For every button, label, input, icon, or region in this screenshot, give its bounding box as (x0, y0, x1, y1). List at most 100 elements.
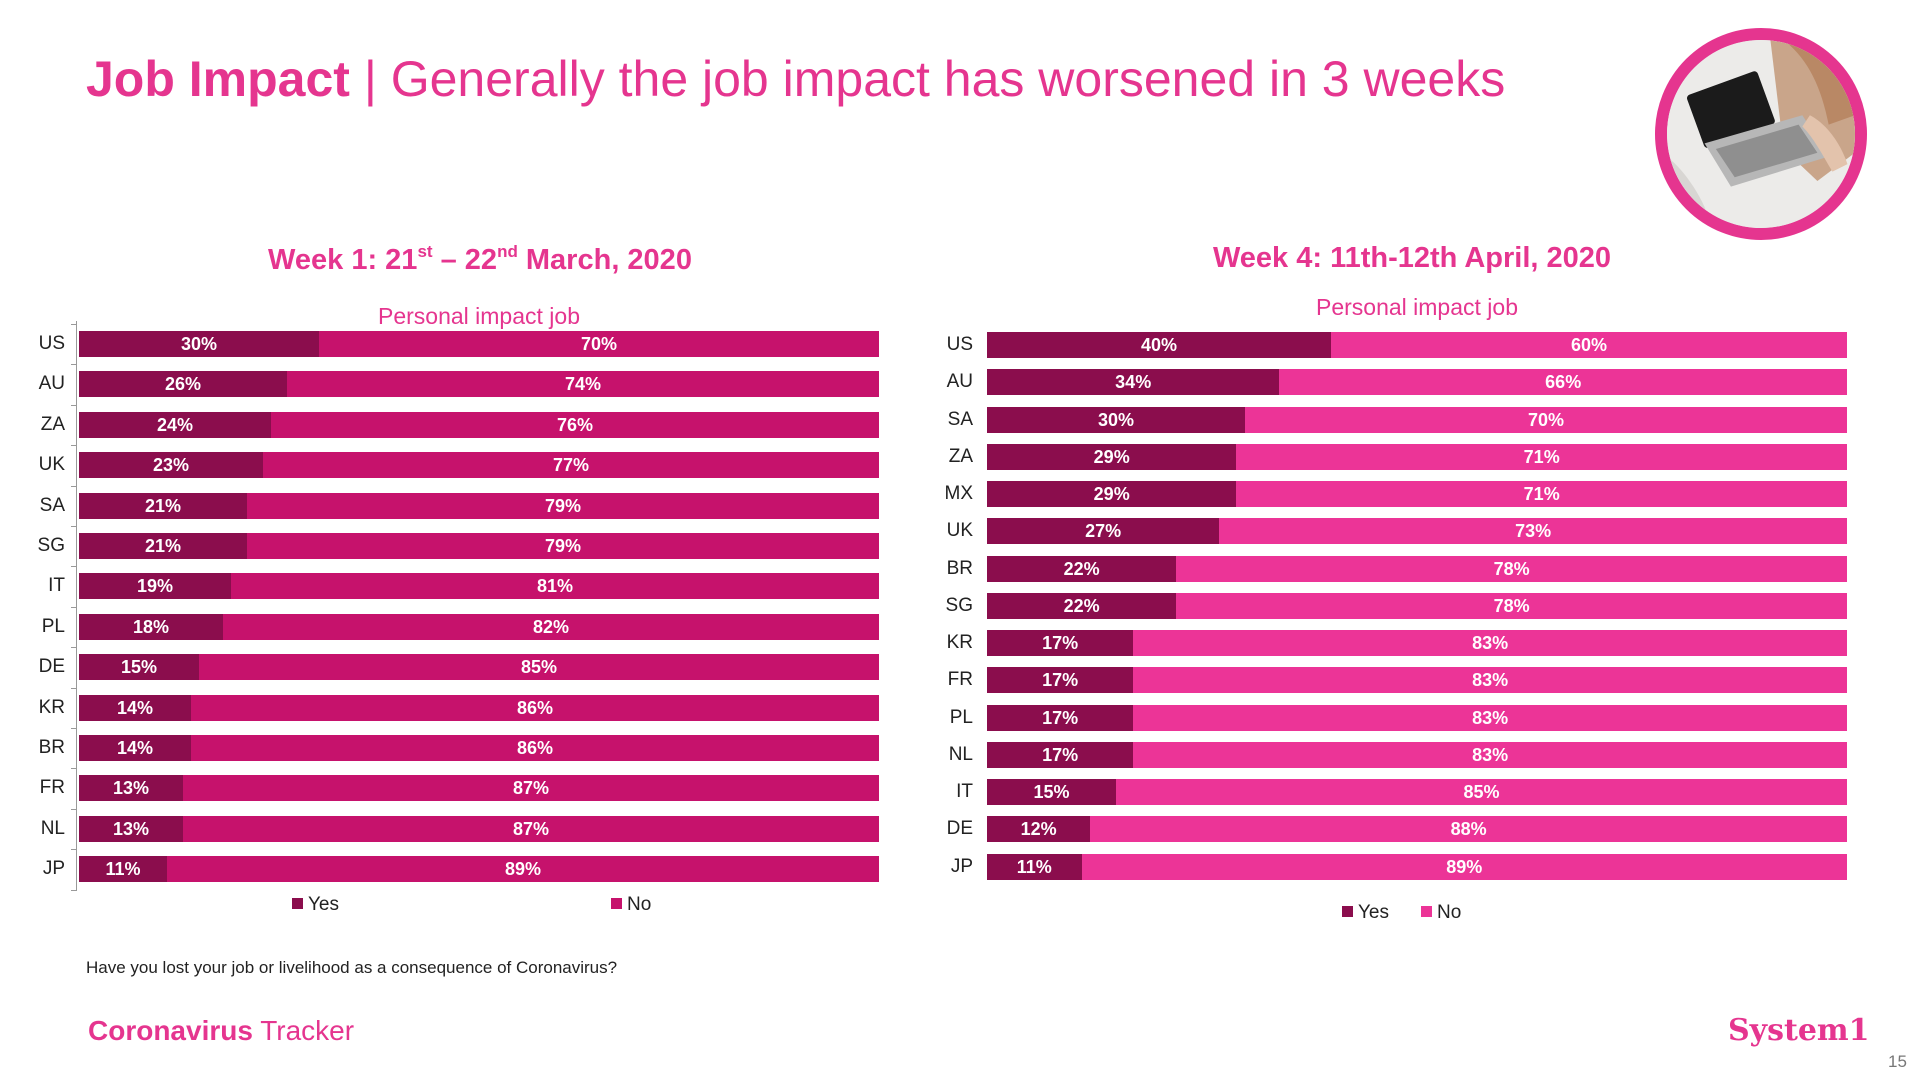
week4-bar-no: 83% (1133, 630, 1847, 656)
week1-category-label: SG (37, 535, 65, 556)
week1-bar-no: 82% (223, 613, 879, 640)
week1-y-tick (71, 849, 77, 851)
week1-bar-no: 77% (263, 452, 879, 479)
slide-title: Job Impact | Generally the job impact ha… (86, 50, 1505, 108)
week4-bar-no: 83% (1133, 704, 1847, 731)
week1-bar-yes: 26% (79, 371, 287, 398)
person-using-laptop-photo (1655, 28, 1867, 240)
week4-bar-no: 66% (1279, 369, 1847, 396)
week4-category-label: SG (945, 594, 973, 616)
week4-row-uk: UK 27% 73% (947, 518, 1847, 545)
week1-y-tick (71, 324, 77, 325)
title-rest: Generally the job impact has worsened in… (390, 51, 1506, 107)
week4-legend-label: Yes (1358, 902, 1389, 923)
week1-y-tick (71, 808, 77, 810)
week1-y-tick (71, 768, 77, 770)
week1-category-label: ZA (40, 413, 65, 435)
week1-bar-no: 87% (183, 775, 879, 802)
week1-row-us: US 30% 70% (39, 331, 879, 357)
week1-title-part-3: nd (497, 242, 518, 261)
week4-bar-no: 83% (1133, 741, 1847, 768)
week4-bar-no: 78% (1176, 555, 1847, 582)
week1-legend-swatch (292, 898, 303, 909)
week1-row-kr: KR 14% 86% (39, 694, 879, 721)
week4-bar-yes: 22% (987, 555, 1177, 582)
week1-bar-yes: 15% (79, 654, 199, 681)
week4-category-label: SA (947, 408, 973, 430)
week1-y-tick (71, 647, 77, 649)
week4-bar-yes: 17% (987, 630, 1134, 656)
week1-bar-yes: 21% (79, 533, 247, 559)
week4-category-label: UK (946, 520, 973, 542)
week1-bar-no: 87% (183, 815, 879, 842)
week4-category-label: MX (944, 483, 974, 504)
week4-bar-yes: 29% (987, 481, 1237, 507)
week4-row-mx: MX 29% 71% (945, 481, 1847, 507)
week4-bar-yes: 17% (987, 704, 1134, 731)
week1-bar-yes: 19% (79, 573, 231, 600)
week1-row-jp: JP 11% 89% (43, 856, 879, 883)
title-bold: Job Impact (86, 51, 350, 107)
brand-bold: Coronavirus (88, 1015, 253, 1046)
week1-bar-no: 79% (247, 533, 879, 559)
system1-logo: System1 (1728, 1013, 1870, 1048)
week1-category-label: US (38, 333, 65, 354)
week4-row-it: IT 15% 85% (956, 779, 1847, 805)
week1-bar-no: 70% (319, 331, 879, 357)
week4-category-label: IT (956, 781, 973, 802)
week1-title-part-0: Week 1: 21 (268, 244, 418, 276)
week4-bar-no: 88% (1090, 816, 1847, 843)
week1-row-uk: UK 23% 77% (39, 452, 879, 479)
week1-bar-no: 74% (287, 371, 879, 398)
title-separator: | (349, 51, 391, 107)
week4-row-jp: JP 11% 89% (951, 853, 1847, 880)
week1-legend-swatch (611, 898, 622, 909)
week4-row-pl: PL 17% 83% (950, 704, 1847, 731)
week4-bar-no: 83% (1133, 667, 1847, 694)
week1-category-label: SA (39, 494, 65, 516)
week1-row-pl: PL 18% 82% (42, 613, 879, 640)
week1-bar-yes: 14% (79, 735, 191, 761)
week4-bar-yes: 40% (987, 332, 1331, 358)
week1-title-part-1: st (417, 242, 433, 261)
week1-chart-subtitle: Personal impact job (378, 303, 580, 329)
week4-category-label: KR (946, 632, 973, 653)
week4-bar-yes: 12% (987, 816, 1091, 843)
week4-row-nl: NL 17% 83% (949, 741, 1847, 768)
week4-row-au: AU 34% 66% (947, 369, 1847, 396)
week4-row-de: DE 12% 88% (947, 816, 1847, 843)
week4-bar-yes: 30% (987, 406, 1245, 433)
week4-bar-yes: 27% (987, 518, 1220, 545)
week1-bar-yes: 13% (79, 815, 183, 842)
week4-category-label: ZA (948, 445, 973, 467)
week1-category-label: UK (38, 454, 65, 476)
week1-legend-label: Yes (308, 894, 339, 915)
week1-y-tick (71, 445, 77, 447)
week1-legend-item-yes: Yes (292, 894, 339, 916)
week4-chart-subtitle: Personal impact job (1316, 294, 1518, 320)
week4-category-label: FR (947, 669, 973, 691)
week1-category-label: NL (40, 817, 65, 839)
week1-y-tick (71, 526, 77, 527)
coronavirus-tracker-brand: Coronavirus Tracker (88, 1015, 354, 1047)
week4-category-label: JP (950, 855, 973, 877)
survey-question: Have you lost your job or livelihood as … (86, 958, 618, 977)
week4-bar-yes: 22% (987, 592, 1177, 619)
week1-row-au: AU 26% 74% (39, 371, 879, 398)
week4-legend-item-no: No (1421, 902, 1461, 924)
week1-y-tick (71, 404, 77, 406)
week4-row-za: ZA 29% 71% (949, 443, 1847, 470)
week4-category-label: DE (946, 818, 973, 840)
week1-category-label: DE (38, 656, 65, 678)
week1-category-label: JP (42, 858, 65, 880)
week1-title-part-2: – 22 (432, 244, 498, 276)
week1-row-sg: SG 21% 79% (38, 533, 879, 559)
week4-bar-no: 85% (1116, 779, 1847, 805)
week4-bar-no: 71% (1236, 481, 1847, 507)
week1-bar-yes: 18% (79, 613, 223, 640)
week4-bar-yes: 34% (987, 369, 1280, 396)
week4-category-label: NL (948, 743, 973, 765)
week1-y-tick (71, 889, 77, 891)
week1-y-tick (71, 485, 77, 487)
week4-row-us: US 40% 60% (947, 332, 1847, 358)
